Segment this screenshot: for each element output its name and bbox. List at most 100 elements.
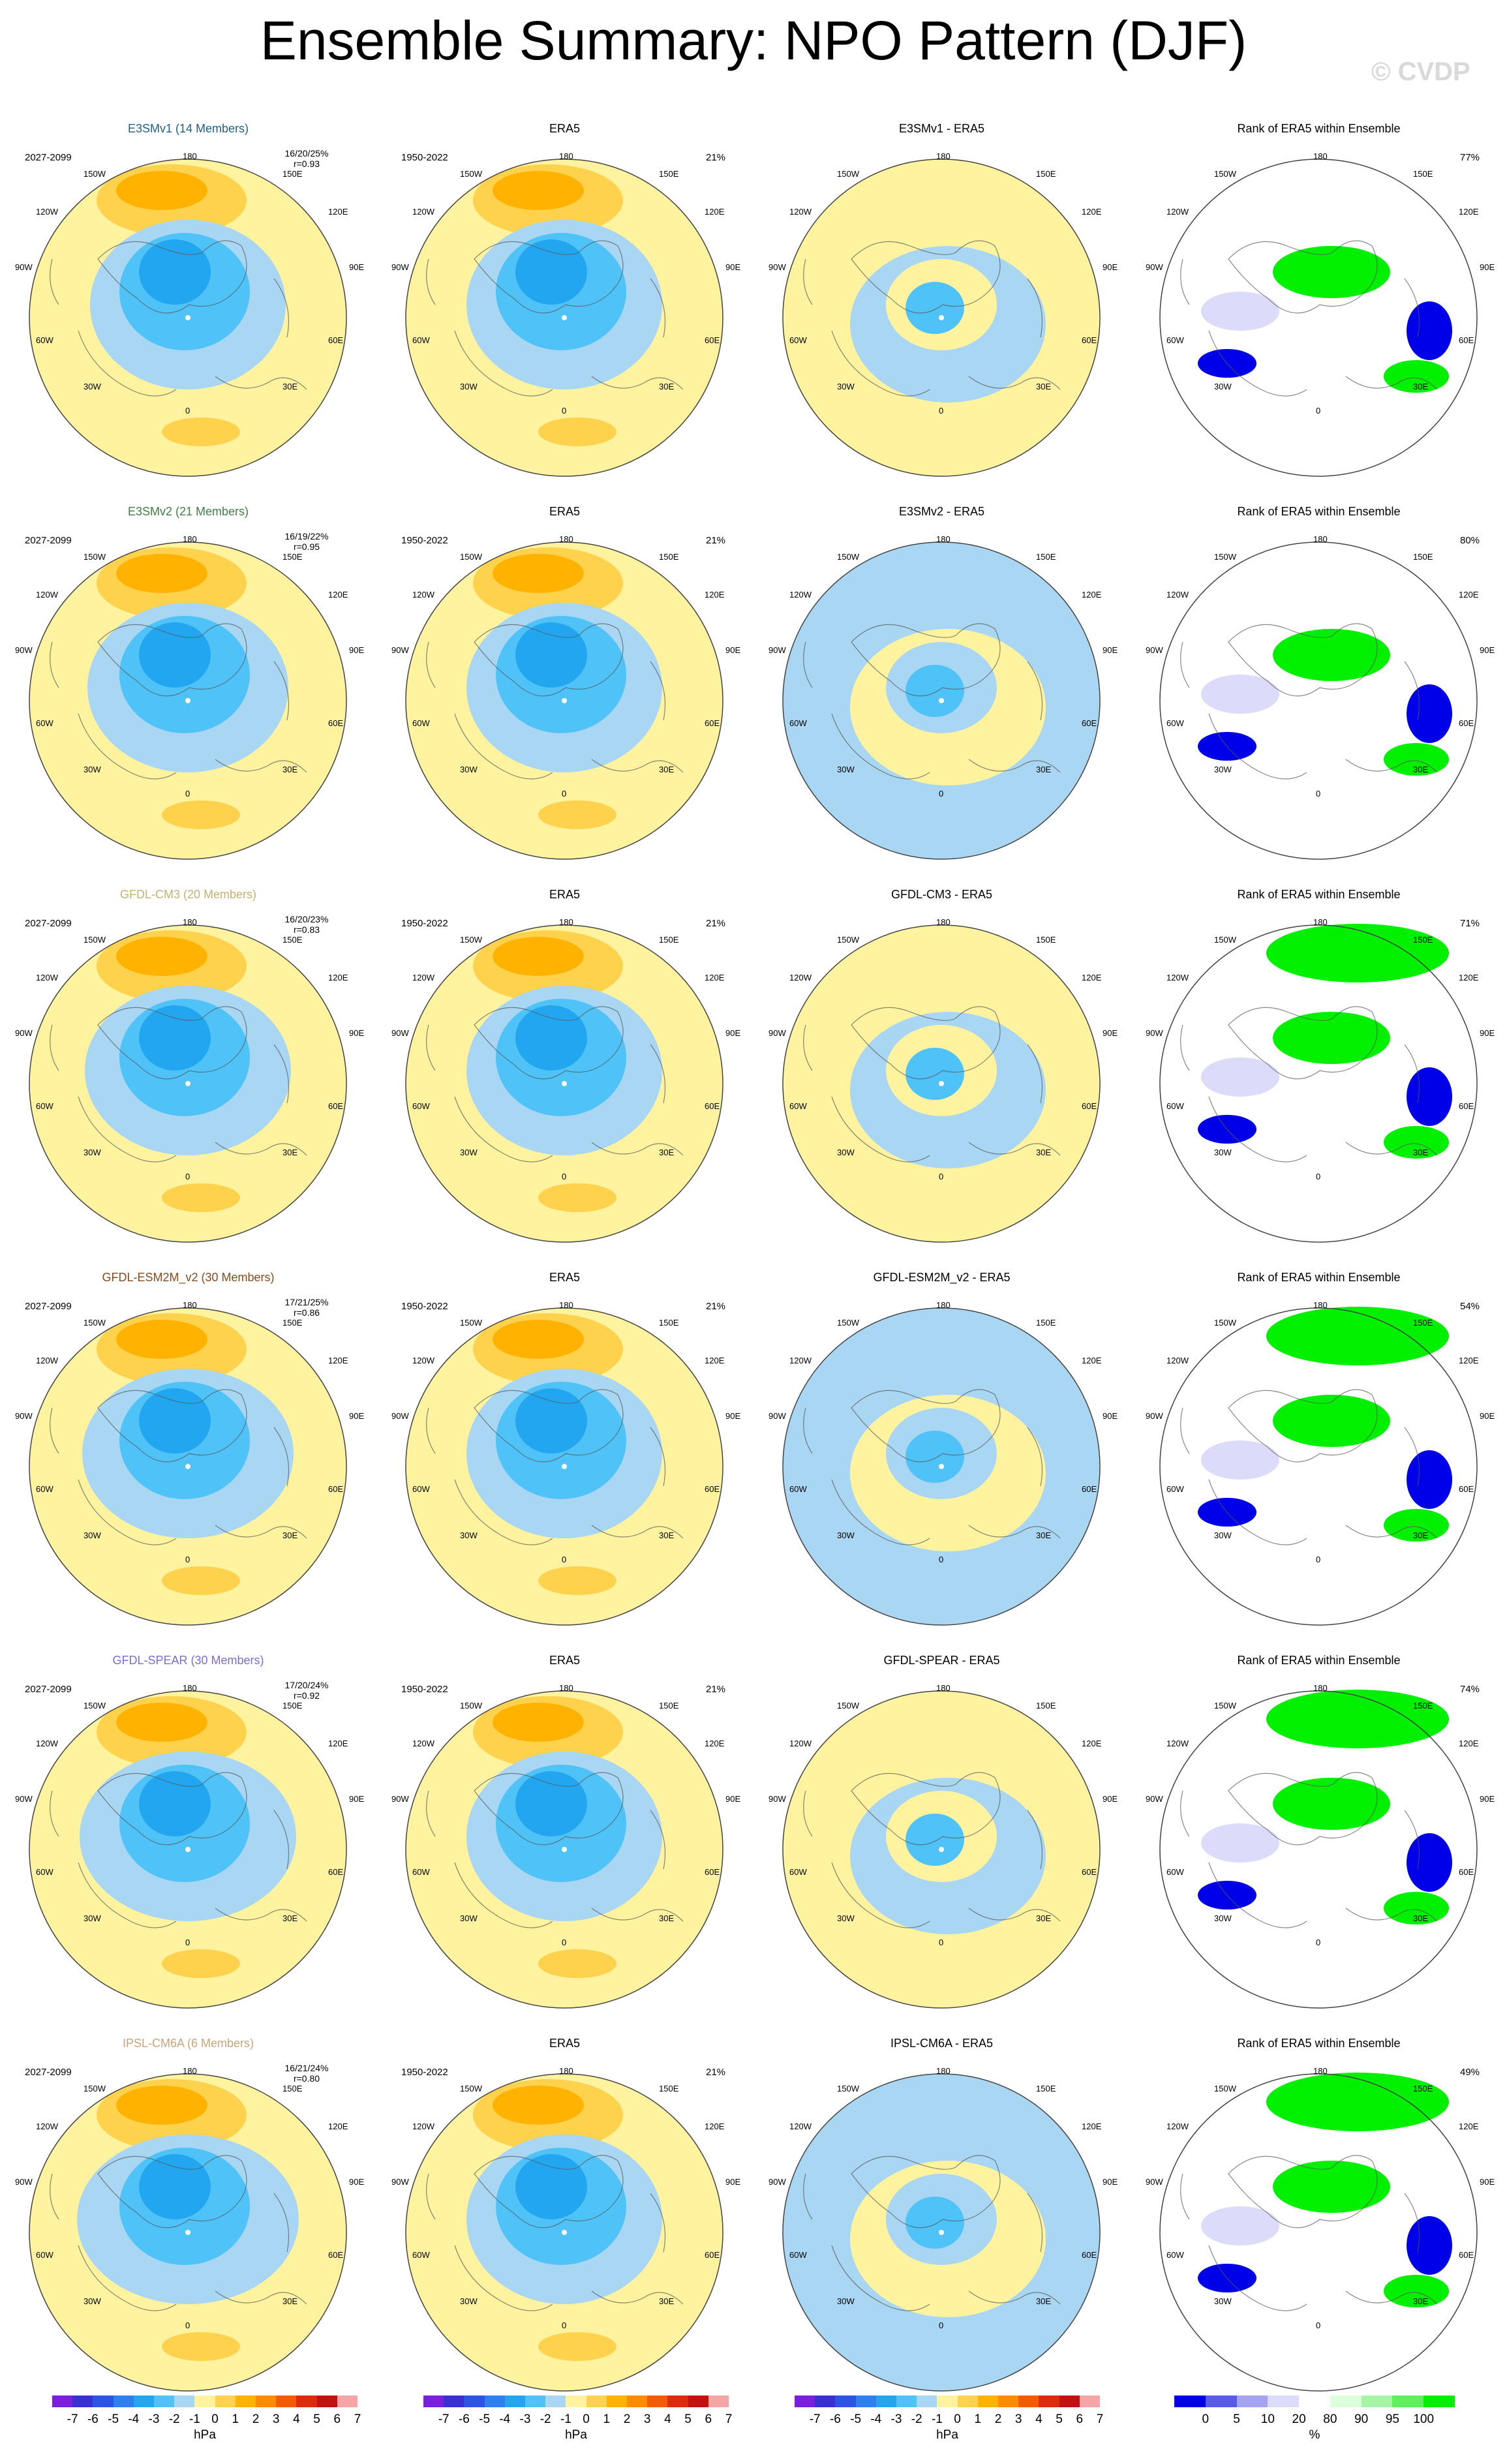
positive-anomaly-europe xyxy=(162,1949,240,1978)
rank-high-region-east xyxy=(1384,2275,1449,2307)
colorbar-swatch xyxy=(276,2396,297,2407)
longitude-label: 150W xyxy=(1214,1318,1236,1328)
longitude-label: 120W xyxy=(36,973,58,982)
longitude-label: 30E xyxy=(1036,382,1052,391)
longitude-label: 0 xyxy=(939,2320,944,2330)
longitude-label: 150W xyxy=(1214,1701,1236,1711)
longitude-label: 90W xyxy=(1146,262,1163,272)
longitude-label: 150E xyxy=(282,1701,303,1711)
colorbar-tick-label: -3 xyxy=(890,2412,902,2426)
map-outline xyxy=(405,159,723,477)
colorbar-tick-label: 7 xyxy=(725,2412,733,2426)
obs-variance: 21% xyxy=(706,918,726,929)
longitude-label: 60E xyxy=(1459,1484,1474,1494)
coastline xyxy=(803,2155,1061,2311)
pattern-correlation: r=0.83 xyxy=(293,924,320,935)
colorbar-swatch xyxy=(1330,2396,1362,2407)
obs-title: ERA5 xyxy=(549,505,581,518)
longitude-label: 90E xyxy=(349,1411,365,1421)
positive-anomaly-europe xyxy=(162,1183,240,1212)
longitude-label: 30E xyxy=(659,1148,675,1157)
polar-map xyxy=(782,924,1101,1243)
longitude-label: 150W xyxy=(84,169,106,179)
polar-map xyxy=(405,541,723,860)
longitude-label: 30W xyxy=(837,1913,855,1923)
longitude-label: 180 xyxy=(183,534,197,544)
longitude-label: 150W xyxy=(460,1701,482,1711)
positive-anomaly-europe xyxy=(538,418,616,446)
colorbar-swatch xyxy=(647,2396,668,2407)
difference-core xyxy=(906,282,964,334)
longitude-label: 120E xyxy=(1459,1356,1479,1365)
polar-map xyxy=(782,1307,1101,1626)
positive-anomaly-core xyxy=(116,2086,207,2125)
colorbar-swatch xyxy=(1079,2396,1101,2407)
colorbar-tick-label: 5 xyxy=(684,2412,692,2426)
north-pole-marker xyxy=(939,1081,944,1086)
negative-anomaly-core xyxy=(515,2154,587,2219)
longitude-label: 30W xyxy=(460,765,478,774)
colorbar-swatch xyxy=(52,2396,73,2407)
colorbar-tick-label: -4 xyxy=(128,2412,140,2426)
rank-light-region xyxy=(1201,292,1279,331)
longitude-label: 150E xyxy=(1036,1701,1056,1711)
model-title: IPSL-CM6A (6 Members) xyxy=(122,2037,254,2050)
longitude-label: 0 xyxy=(562,789,567,799)
longitude-label: 150W xyxy=(84,552,106,562)
colorbar-swatch xyxy=(484,2396,506,2407)
colorbar-tick-label: -6 xyxy=(458,2412,470,2426)
longitude-label: 60W xyxy=(412,718,430,728)
longitude-label: 0 xyxy=(939,406,944,416)
longitude-label: 90W xyxy=(15,1794,33,1804)
north-pole-marker xyxy=(939,698,944,703)
longitude-label: 30W xyxy=(460,1530,478,1540)
longitude-label: 90W xyxy=(769,1411,786,1421)
panel-model-row2: E3SMv2 (21 Members) 2027-2099 16/19/22% r=0… xyxy=(0,505,376,887)
colorbar-tick-label: -4 xyxy=(870,2412,882,2426)
negative-anomaly-core xyxy=(139,239,211,305)
rank-light-region xyxy=(1201,675,1279,714)
panel-rank-row6: Rank of ERA5 within Ensemble 49% 180 150E 12… xyxy=(1131,2037,1507,2419)
obs-title: ERA5 xyxy=(549,1654,581,1667)
longitude-label: 120E xyxy=(1459,973,1479,982)
map-outline xyxy=(405,924,723,1243)
colorbar-tick-label: 20 xyxy=(1292,2412,1306,2426)
positive-anomaly-europe xyxy=(162,800,240,829)
map-outline xyxy=(782,159,1101,477)
longitude-label: 150E xyxy=(1413,2084,1433,2093)
longitude-label: 120E xyxy=(1082,2122,1102,2131)
longitude-label: 120W xyxy=(789,2122,812,2131)
longitude-label: 0 xyxy=(185,406,190,416)
map-outline xyxy=(29,1307,347,1626)
polar-map xyxy=(1159,159,1478,477)
longitude-label: 30W xyxy=(84,382,101,391)
difference-title: GFDL-SPEAR - ERA5 xyxy=(883,1654,1000,1667)
colorbar-tick-label: -1 xyxy=(560,2412,571,2426)
difference-core xyxy=(906,665,964,717)
longitude-label: 90E xyxy=(725,2177,741,2187)
difference-title: E3SMv2 - ERA5 xyxy=(898,505,985,518)
longitude-label: 0 xyxy=(939,1172,944,1181)
longitude-label: 90E xyxy=(349,1794,365,1804)
obs-period: 1950-2022 xyxy=(401,1684,448,1695)
longitude-label: 60E xyxy=(1082,1867,1097,1877)
polar-map xyxy=(29,1690,347,2009)
colorbar-tick-label: 100 xyxy=(1413,2412,1435,2426)
longitude-label: 150W xyxy=(837,1701,859,1711)
colorbar-tick-label: 5 xyxy=(313,2412,320,2426)
rank-light-region xyxy=(1201,1440,1279,1480)
longitude-label: 120E xyxy=(328,1356,348,1365)
colorbar-tick-label: -3 xyxy=(148,2412,160,2426)
longitude-label: 30W xyxy=(460,382,478,391)
rank-title: Rank of ERA5 within Ensemble xyxy=(1237,2037,1401,2050)
north-pole-marker xyxy=(185,698,190,703)
obs-variance: 21% xyxy=(706,2067,726,2078)
longitude-label: 60E xyxy=(705,335,720,345)
colorbar-tick-label: 3 xyxy=(1014,2412,1022,2426)
longitude-label: 30E xyxy=(1413,382,1429,391)
panel-difference-row5: GFDL-SPEAR - ERA5 180 150E 120E 90E 60E 30E 0 30… xyxy=(754,1654,1130,2036)
longitude-label: 60W xyxy=(36,2250,53,2260)
longitude-label: 0 xyxy=(939,1555,944,1564)
longitude-label: 30W xyxy=(1214,2296,1232,2306)
longitude-label: 150W xyxy=(84,935,106,945)
